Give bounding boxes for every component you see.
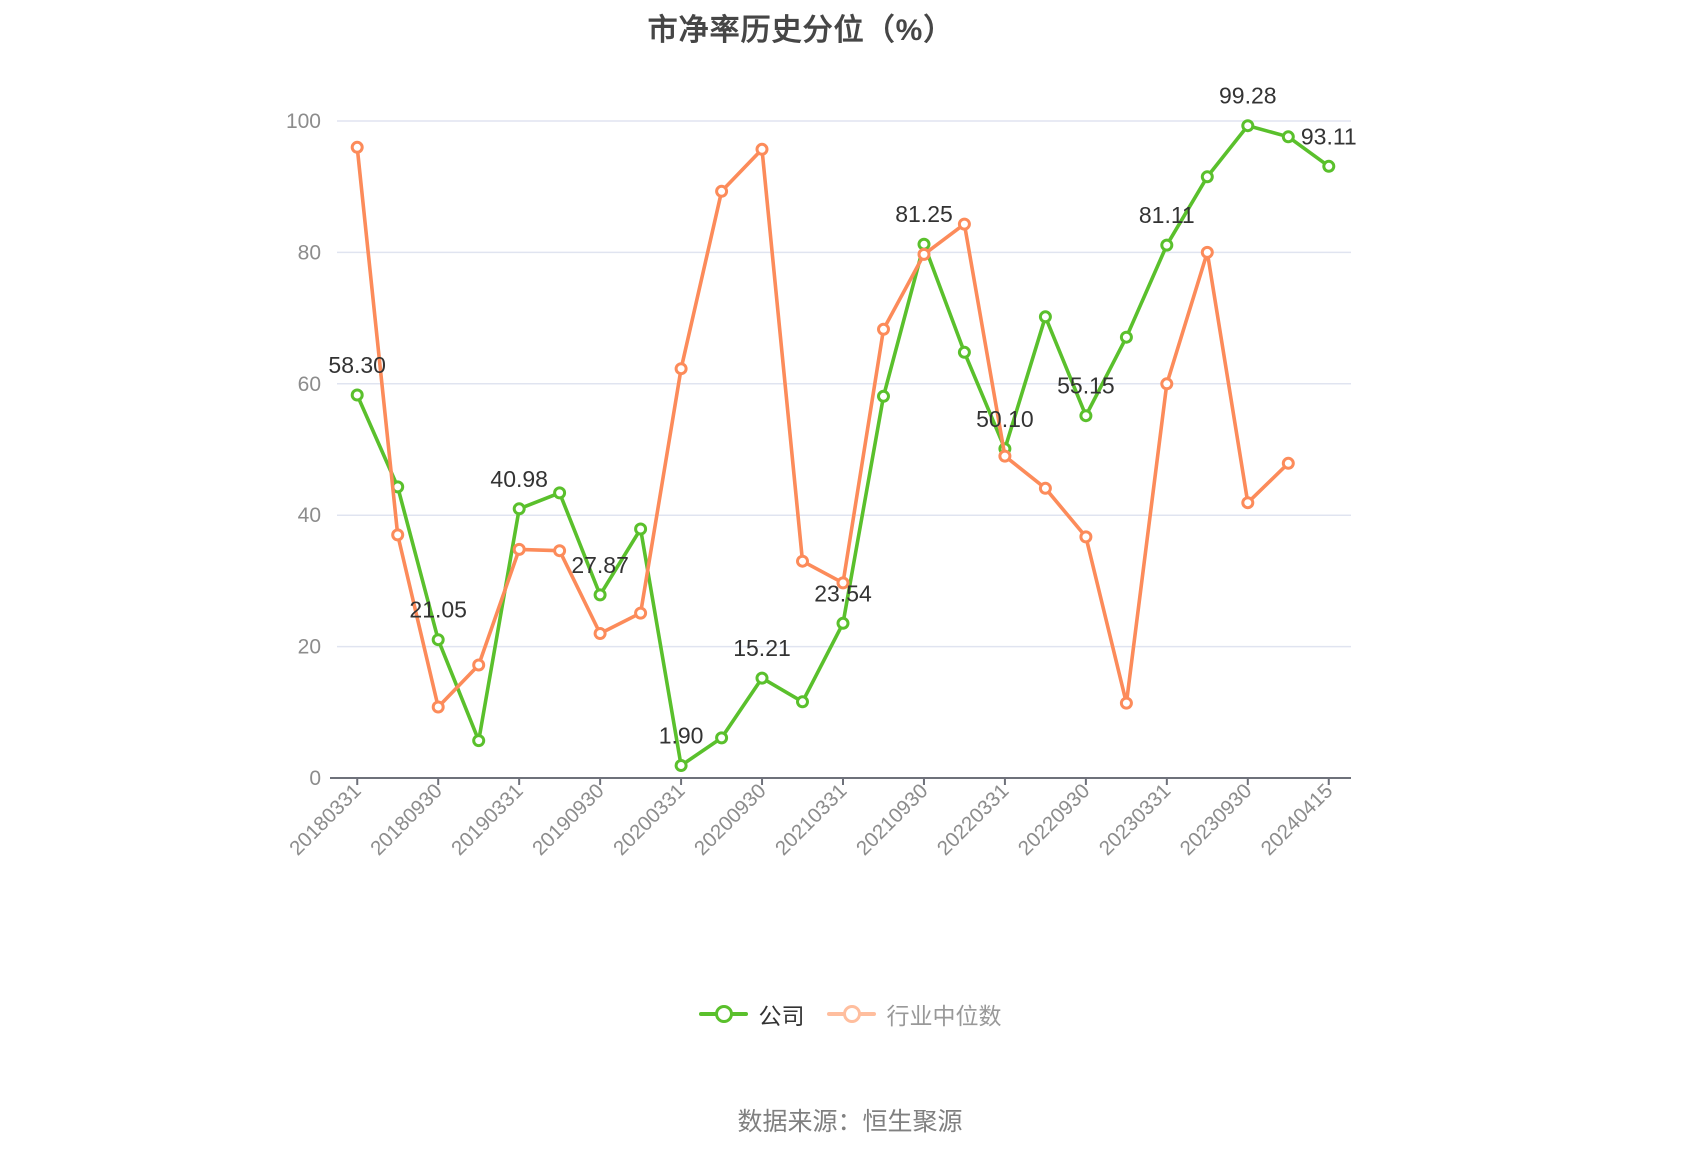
data-point[interactable]: [431, 633, 445, 647]
data-point[interactable]: [1241, 119, 1255, 133]
x-axis-label: 20190930: [528, 779, 609, 860]
data-point-label: 93.11: [1301, 123, 1357, 149]
data-point[interactable]: [836, 616, 850, 630]
data-point-label: 50.10: [976, 406, 1034, 432]
data-point-label: 1.90: [659, 723, 704, 749]
data-point[interactable]: [1038, 310, 1052, 324]
company-series-marker-icon: [698, 1001, 748, 1027]
y-axis-label: 20: [298, 636, 321, 659]
legend-item-industry[interactable]: 行业中位数: [826, 997, 1002, 1031]
x-axis-label: 20200331: [609, 779, 690, 860]
x-axis-label: 20180930: [366, 779, 447, 860]
x-axis-label: 20210331: [771, 779, 852, 860]
data-point[interactable]: [755, 671, 769, 685]
data-point[interactable]: [796, 554, 809, 568]
data-point[interactable]: [674, 759, 688, 772]
x-axis-label: 20240415: [1257, 779, 1338, 860]
x-axis-label: 20180331: [285, 779, 366, 860]
data-point-label: 58.30: [328, 352, 386, 378]
data-point-label: 15.21: [733, 635, 791, 661]
data-point[interactable]: [796, 695, 809, 709]
data-point[interactable]: [472, 658, 486, 672]
data-point[interactable]: [755, 142, 769, 156]
data-point[interactable]: [512, 542, 526, 556]
legend: 公司 行业中位数: [0, 997, 1700, 1031]
data-point[interactable]: [472, 734, 486, 748]
data-point[interactable]: [350, 140, 364, 154]
data-point[interactable]: [1079, 409, 1093, 423]
data-point-label: 23.54: [814, 580, 872, 606]
x-axis-label: 20210930: [852, 779, 933, 860]
data-point[interactable]: [391, 528, 405, 542]
data-point[interactable]: [1281, 456, 1295, 470]
data-point[interactable]: [350, 388, 364, 402]
data-point[interactable]: [1079, 530, 1093, 544]
data-point-label: 40.98: [490, 466, 548, 492]
y-axis-label: 60: [298, 373, 321, 396]
data-point[interactable]: [674, 362, 688, 376]
data-point[interactable]: [715, 731, 729, 745]
data-point-label: 27.87: [571, 552, 629, 578]
data-point[interactable]: [1281, 130, 1295, 144]
data-point-label: 81.11: [1139, 202, 1195, 228]
data-point[interactable]: [917, 247, 931, 261]
y-axis-label: 100: [286, 110, 321, 133]
legend-label-company: 公司: [758, 1003, 805, 1029]
x-axis-label: 20230930: [1176, 779, 1257, 860]
data-point[interactable]: [593, 627, 607, 640]
y-axis-label: 80: [298, 241, 321, 264]
data-point[interactable]: [836, 576, 850, 590]
y-axis-label: 0: [309, 767, 321, 790]
data-point-label: 81.25: [895, 201, 953, 227]
y-axis-label: 40: [298, 504, 321, 527]
x-axis-label: 20200930: [690, 779, 771, 860]
data-point[interactable]: [957, 345, 971, 359]
data-point-label: 99.28: [1219, 83, 1277, 109]
data-point[interactable]: [1160, 377, 1174, 391]
data-point[interactable]: [512, 502, 526, 516]
data-point[interactable]: [917, 237, 931, 251]
data-point[interactable]: [1038, 481, 1052, 495]
data-point[interactable]: [998, 449, 1012, 463]
data-point[interactable]: [1200, 170, 1214, 184]
x-axis-label: 20220930: [1014, 779, 1095, 860]
data-point[interactable]: [1119, 330, 1133, 344]
x-axis-label: 20190331: [447, 779, 528, 860]
legend-item-company[interactable]: 公司: [698, 997, 805, 1031]
x-axis-label: 20220331: [933, 779, 1014, 860]
data-point[interactable]: [634, 606, 648, 620]
data-point[interactable]: [877, 389, 890, 403]
chart-canvas: 0 20 40 60 80 100 20180331 20180930 20190331 2019…: [285, 83, 1357, 860]
data-point[interactable]: [1160, 238, 1174, 252]
data-point[interactable]: [634, 522, 648, 536]
chart-title: 市净率历史分位（%）: [647, 14, 955, 47]
x-axis-label: 20230331: [1095, 779, 1176, 860]
data-point[interactable]: [1241, 496, 1255, 510]
data-point[interactable]: [1200, 245, 1214, 259]
data-point-label: 21.05: [409, 597, 467, 623]
data-point-label: 55.15: [1057, 373, 1115, 399]
data-point[interactable]: [957, 217, 971, 231]
data-point[interactable]: [715, 184, 729, 198]
data-point[interactable]: [431, 700, 445, 714]
data-point[interactable]: [593, 588, 607, 602]
data-point[interactable]: [553, 544, 567, 558]
data-source-note: 数据来源：恒生聚源: [737, 1108, 963, 1136]
data-point[interactable]: [1322, 159, 1336, 173]
legend-label-industry: 行业中位数: [886, 1003, 1002, 1029]
industry-series-marker-icon: [826, 1001, 876, 1027]
industry-line: [355, 147, 1290, 709]
data-point[interactable]: [553, 486, 567, 500]
data-point[interactable]: [1119, 696, 1133, 710]
data-point[interactable]: [877, 322, 890, 336]
